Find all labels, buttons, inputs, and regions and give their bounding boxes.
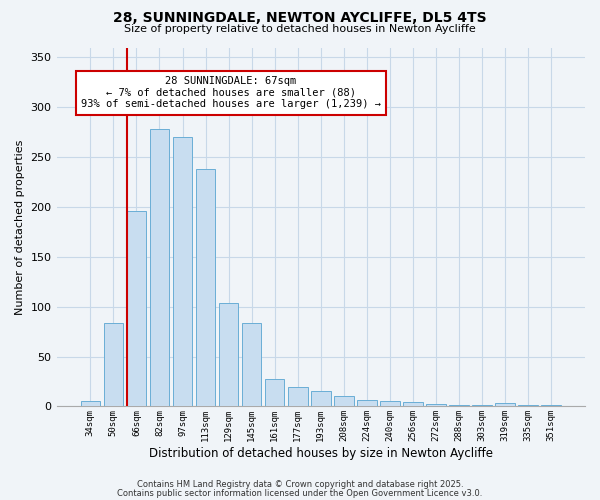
Bar [288,388,308,406]
Bar [334,396,353,406]
Bar [311,392,331,406]
Text: Contains public sector information licensed under the Open Government Licence v3: Contains public sector information licen… [118,488,482,498]
Text: Size of property relative to detached houses in Newton Aycliffe: Size of property relative to detached ho… [124,24,476,34]
Bar [265,380,284,406]
Text: Contains HM Land Registry data © Crown copyright and database right 2025.: Contains HM Land Registry data © Crown c… [137,480,463,489]
Bar [242,322,262,406]
Y-axis label: Number of detached properties: Number of detached properties [15,140,25,314]
Bar [196,169,215,406]
Text: 28, SUNNINGDALE, NEWTON AYCLIFFE, DL5 4TS: 28, SUNNINGDALE, NEWTON AYCLIFFE, DL5 4T… [113,11,487,25]
Bar [496,404,515,406]
Bar [149,130,169,406]
Bar [380,402,400,406]
X-axis label: Distribution of detached houses by size in Newton Aycliffe: Distribution of detached houses by size … [149,447,493,460]
Bar [426,404,446,406]
Bar [104,322,123,406]
Bar [173,137,193,406]
Bar [357,400,377,406]
Bar [127,211,146,406]
Bar [80,402,100,406]
Bar [219,302,238,406]
Bar [403,402,423,406]
Text: 28 SUNNINGDALE: 67sqm
← 7% of detached houses are smaller (88)
93% of semi-detac: 28 SUNNINGDALE: 67sqm ← 7% of detached h… [81,76,381,110]
